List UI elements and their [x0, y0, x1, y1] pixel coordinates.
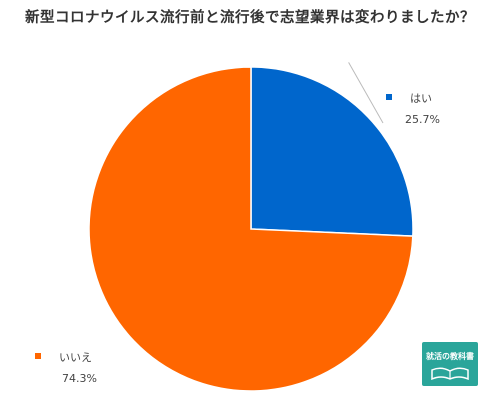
leader-line-0: [348, 62, 384, 124]
logo: 就活の教科書: [422, 342, 478, 386]
pie-slice-1: [88, 66, 414, 392]
logo-text: 就活の教科書: [426, 352, 474, 361]
slice-label-1: いいえ: [59, 351, 92, 364]
slice-value-1: 74.3%: [62, 372, 97, 385]
legend-swatch-0: [386, 94, 392, 100]
slice-label-0: はい: [410, 92, 432, 105]
slice-value-0: 25.7%: [405, 113, 440, 126]
legend-swatch-1: [35, 353, 41, 359]
chart-title: 新型コロナウイルス流行前と流行後で志望業界は変わりましたか？: [25, 10, 475, 26]
book-icon: [431, 367, 469, 380]
pie-slice-0: [250, 66, 414, 237]
